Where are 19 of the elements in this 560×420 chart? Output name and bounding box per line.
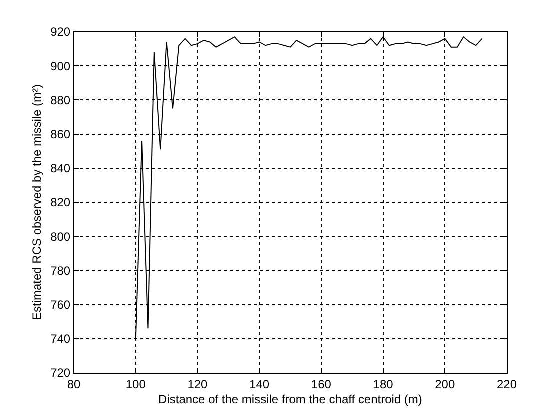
y-tick-label: 880 (50, 93, 71, 108)
y-tick-label: 760 (50, 298, 71, 312)
x-tick-label: 200 (435, 377, 456, 392)
y-tick-label: 900 (50, 59, 71, 74)
x-tick-label: 220 (496, 377, 518, 392)
x-tick-label: 140 (250, 377, 270, 392)
y-tick-label: 820 (50, 196, 71, 210)
y-tick-label: 860 (50, 128, 71, 142)
x-tick-label: 160 (311, 377, 332, 392)
y-tick-label: 840 (50, 162, 71, 176)
x-tick-label: 180 (373, 377, 394, 392)
y-tick-label: 800 (50, 230, 71, 244)
x-tick-label: 120 (188, 377, 208, 392)
x-axis-title: Distance of the missile from the chaff centroid (m) (158, 392, 422, 406)
y-tick-label: 920 (50, 25, 71, 40)
y-tick-label: 740 (50, 332, 71, 346)
y-axis-title: Estimated RCS observed by the missile (m²) (30, 84, 44, 321)
y-tick-label: 780 (50, 264, 71, 278)
x-tick-label: 100 (126, 377, 146, 392)
